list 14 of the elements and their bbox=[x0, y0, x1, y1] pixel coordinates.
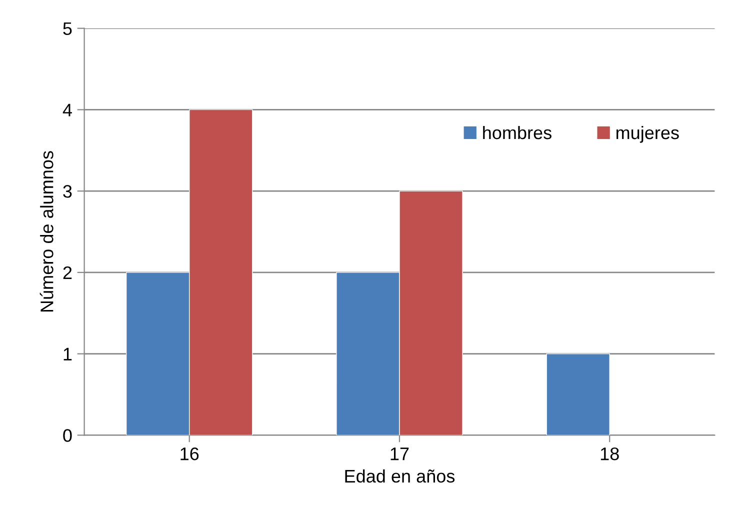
x-axis-title: Edad en años bbox=[345, 469, 455, 483]
y-tick-label: 4 bbox=[62, 104, 72, 116]
y-tick-label: 1 bbox=[64, 348, 72, 360]
x-tick-label: 18 bbox=[600, 447, 619, 460]
x-tick-label: 16 bbox=[180, 447, 199, 460]
y-tick-label: 5 bbox=[63, 22, 72, 36]
y-tick-label: 0 bbox=[63, 429, 72, 442]
legend-label: hombres bbox=[483, 126, 552, 140]
y-tick-label: 2 bbox=[63, 266, 72, 279]
legend-label: mujeres bbox=[616, 126, 679, 143]
y-tick-label: 3 bbox=[63, 185, 72, 198]
x-tick-label: 17 bbox=[390, 448, 409, 460]
bar bbox=[546, 353, 610, 436]
y-axis-title: Número de alumnos bbox=[40, 151, 54, 312]
